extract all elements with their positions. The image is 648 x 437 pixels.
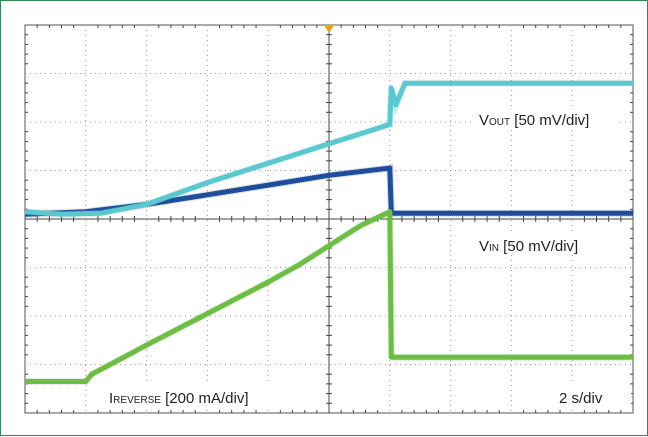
- vout-trace-noise: [24, 79, 633, 218]
- svg-text:IREVERSE [200 mA/div]: IREVERSE [200 mA/div]: [109, 390, 249, 407]
- ireverse-trace-noise: [25, 206, 633, 385]
- svg-text:VIN [50 mV/div]: VIN [50 mV/div]: [479, 238, 578, 255]
- ireverse-label: IREVERSE [200 mA/div]: [105, 385, 285, 407]
- trigger-marker: [324, 25, 334, 33]
- svg-text:2 s/div: 2 s/div: [559, 390, 603, 407]
- vin-label: VIN [50 mV/div]: [475, 233, 615, 255]
- vout-trace: [24, 80, 633, 217]
- timebase-label: 2 s/div: [541, 385, 631, 407]
- vout-label: VOUT [50 mV/div]: [475, 107, 617, 129]
- svg-text:VOUT [50 mV/div]: VOUT [50 mV/div]: [479, 112, 589, 129]
- ireverse-trace: [25, 209, 633, 384]
- trace-layer: [24, 79, 633, 385]
